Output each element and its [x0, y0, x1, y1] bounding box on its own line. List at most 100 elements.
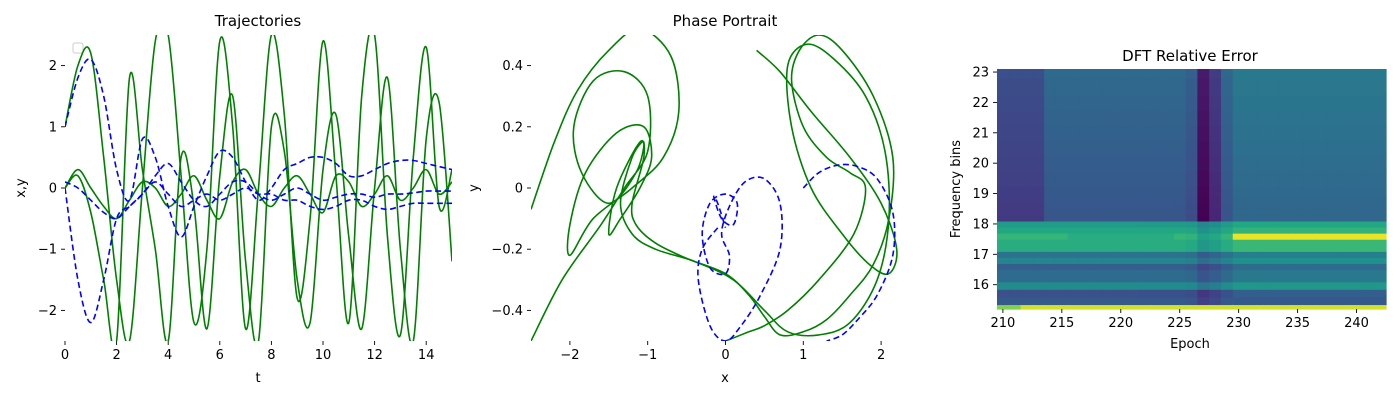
heatmap-cell-829 — [1350, 170, 1364, 187]
heatmap-cell-192 — [1079, 281, 1092, 290]
heatmap-cell-550 — [1232, 239, 1246, 246]
heatmap-cell-105 — [1032, 94, 1045, 111]
heatmap-cell-193 — [1079, 275, 1092, 283]
heatmap-cell-93 — [1032, 226, 1045, 234]
heatmap-cell-852 — [1362, 208, 1375, 216]
heatmap-cell-484 — [1197, 78, 1210, 96]
heatmap-cell-221 — [1091, 269, 1104, 277]
trajectories-ytick-label-1: −1 — [38, 243, 57, 258]
heatmap-cell-488 — [1209, 289, 1222, 298]
heatmap-cell-310 — [1126, 220, 1140, 228]
heatmap-cell-16 — [997, 202, 1010, 210]
heatmap-cell-476 — [1197, 196, 1210, 204]
heatmap-cell-714 — [1303, 226, 1316, 234]
heatmap-cell-244 — [1103, 296, 1116, 306]
heatmap-cell-492 — [1209, 263, 1222, 271]
heatmap-cell-81 — [1032, 304, 1045, 310]
heatmap-cell-508 — [1209, 125, 1222, 141]
heatmap-cell-277 — [1114, 257, 1128, 265]
heatmap-cell-529 — [1220, 202, 1234, 210]
heatmap-cell-749 — [1315, 155, 1328, 172]
heatmap-cell-144 — [1055, 245, 1069, 252]
heatmap-cell-430 — [1173, 78, 1187, 96]
heatmap-cell-703 — [1303, 296, 1316, 306]
heatmap-cell-50 — [1008, 110, 1022, 126]
heatmap-cell-82 — [1032, 296, 1045, 306]
heatmap-cell-177 — [1067, 208, 1081, 216]
heatmap-cell-167 — [1067, 269, 1081, 277]
heatmap-cell-561 — [1232, 140, 1246, 157]
heatmap-cell-397 — [1162, 170, 1175, 187]
heatmap-cell-680 — [1291, 269, 1305, 277]
heatmap-cell-412 — [1173, 257, 1187, 265]
dft-error-ytick-label-5: 21 — [972, 126, 989, 141]
heatmap-cell-869 — [1374, 269, 1387, 277]
heatmap-cell-713 — [1303, 233, 1316, 240]
heatmap-cell-711 — [1303, 245, 1316, 252]
heatmap-cell-720 — [1303, 185, 1316, 198]
trajectories-series-4 — [65, 58, 452, 238]
heatmap-cell-149 — [1055, 214, 1069, 222]
heatmap-cell-853 — [1362, 202, 1375, 210]
phase-portrait-xtick-label-4: 2 — [877, 348, 885, 363]
heatmap-cell-2 — [997, 289, 1010, 298]
heatmap-cell-692 — [1291, 196, 1305, 204]
heatmap-cell-551 — [1232, 233, 1246, 240]
heatmap-cell-512 — [1209, 69, 1222, 79]
heatmap-cell-442 — [1185, 239, 1198, 246]
heatmap-cell-811 — [1350, 296, 1364, 306]
heatmap-cell-881 — [1374, 196, 1387, 204]
heatmap-cell-401 — [1162, 110, 1175, 126]
heatmap-cell-736 — [1315, 257, 1328, 265]
heatmap-cell-109 — [1044, 296, 1057, 306]
heatmap-cell-641 — [1268, 155, 1281, 172]
heatmap-cell-323 — [1126, 69, 1140, 79]
heatmap-cell-25 — [997, 78, 1010, 96]
heatmap-cell-506 — [1209, 155, 1222, 172]
heatmap-cell-365 — [1150, 214, 1163, 222]
heatmap-cell-746 — [1315, 196, 1328, 204]
heatmap-cell-35 — [1008, 251, 1022, 258]
heatmap-cell-483 — [1197, 94, 1210, 111]
heatmap-cell-543 — [1232, 281, 1246, 290]
heatmap-cell-741 — [1315, 226, 1328, 234]
dft-error-chart: DFT Relative Error 210 215 220 225 230 235 240… — [949, 47, 1387, 352]
heatmap-cell-788 — [1338, 269, 1352, 277]
heatmap-cell-444 — [1185, 226, 1198, 234]
heatmap-cell-643 — [1268, 125, 1281, 141]
heatmap-cell-840 — [1362, 281, 1375, 290]
heatmap-cell-162 — [1067, 304, 1081, 310]
heatmap-cell-795 — [1338, 226, 1352, 234]
heatmap-cell-206 — [1079, 196, 1092, 204]
heatmap-cell-366 — [1150, 208, 1163, 216]
heatmap-cell-725 — [1303, 110, 1316, 126]
heatmap-cell-481 — [1197, 125, 1210, 141]
heatmap-cell-235 — [1091, 170, 1104, 187]
heatmap-cell-696 — [1291, 140, 1305, 157]
heatmap-cell-525 — [1220, 226, 1234, 234]
heatmap-cell-449 — [1185, 196, 1198, 204]
heatmap-cell-178 — [1067, 202, 1081, 210]
heatmap-cell-132 — [1044, 94, 1057, 111]
heatmap-cell-574 — [1244, 257, 1257, 265]
heatmap-cell-451 — [1185, 170, 1198, 187]
heatmap-cell-138 — [1055, 281, 1069, 290]
heatmap-cell-820 — [1350, 239, 1364, 246]
heatmap-cell-755 — [1315, 69, 1328, 79]
heatmap-cell-782 — [1327, 69, 1340, 79]
heatmap-cell-250 — [1103, 257, 1116, 265]
heatmap-cell-461 — [1197, 289, 1210, 298]
heatmap-cell-718 — [1303, 202, 1316, 210]
heatmap-cell-860 — [1362, 110, 1375, 126]
heatmap-cell-772 — [1327, 202, 1340, 210]
heatmap-cell-426 — [1173, 140, 1187, 157]
heatmap-cell-161 — [1055, 69, 1069, 79]
heatmap-cell-694 — [1291, 170, 1305, 187]
heatmap-cell-283 — [1114, 220, 1128, 228]
heatmap-cell-186 — [1067, 94, 1081, 111]
heatmap-cell-359 — [1150, 251, 1163, 258]
heatmap-cell-732 — [1315, 281, 1328, 290]
heatmap-cell-661 — [1279, 220, 1293, 228]
heatmap-cell-147 — [1055, 226, 1069, 234]
heatmap-cell-460 — [1197, 296, 1210, 306]
